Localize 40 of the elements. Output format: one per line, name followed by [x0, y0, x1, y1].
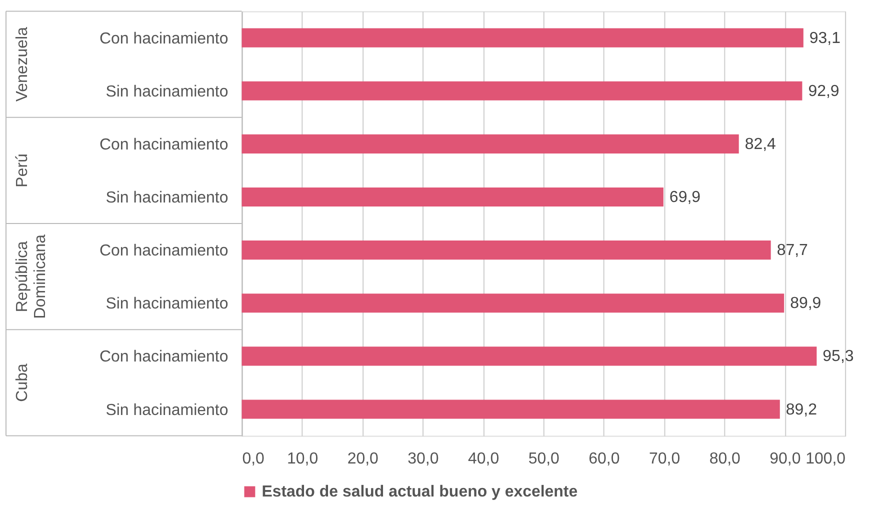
- bar: [242, 400, 780, 419]
- text: República Dominicana: [14, 234, 49, 319]
- data-label: 93,1: [809, 30, 841, 47]
- bar: [242, 294, 784, 313]
- legend-label: Estado de salud actual bueno y excelente: [262, 484, 578, 501]
- data-label: 82,4: [744, 136, 776, 153]
- x-tick-label: 30,0: [408, 450, 439, 468]
- x-tick-label: 0,0: [242, 450, 265, 468]
- data-label: 89,2: [786, 401, 818, 418]
- x-tick-label: 70,0: [648, 450, 680, 468]
- y-tick-label: Con hacinamiento: [100, 136, 228, 154]
- data-label: 69,9: [669, 188, 701, 206]
- x-tick-label: 20,0: [347, 450, 379, 468]
- data-label: 95,3: [822, 348, 854, 366]
- x-tick-label: 80,0: [709, 450, 741, 468]
- y-tick-label: Con hacinamiento: [100, 242, 228, 260]
- data-label: 92,9: [808, 82, 840, 100]
- x-tick-label: 10,0: [287, 450, 318, 468]
- x-tick-label: 100,0: [806, 450, 846, 468]
- x-tick-label: 50,0: [528, 450, 560, 468]
- x-tick-label: 90,0: [770, 450, 801, 468]
- y-tick-label: Con hacinamiento: [100, 348, 228, 366]
- bar: [242, 346, 817, 366]
- x-tick-label: 40,0: [468, 450, 500, 468]
- text: Venezuela: [14, 26, 31, 102]
- bar: [242, 28, 804, 48]
- bar: [242, 187, 664, 207]
- data-label: 87,7: [776, 242, 808, 260]
- data-label: 89,9: [790, 295, 822, 312]
- y-tick-label: Sin hacinamiento: [106, 402, 228, 419]
- y-tick-label: Sin hacinamiento: [106, 83, 228, 100]
- text: Perú: [14, 154, 31, 188]
- y-tick-label: Con hacinamiento: [100, 30, 228, 48]
- bar: [242, 81, 802, 100]
- text: Cuba: [14, 364, 31, 402]
- bar: [242, 134, 739, 154]
- y-tick-label: Sin hacinamiento: [106, 189, 228, 206]
- bar: [242, 240, 771, 260]
- y-tick-label: Sin hacinamiento: [106, 296, 228, 313]
- x-tick-label: 60,0: [588, 450, 620, 468]
